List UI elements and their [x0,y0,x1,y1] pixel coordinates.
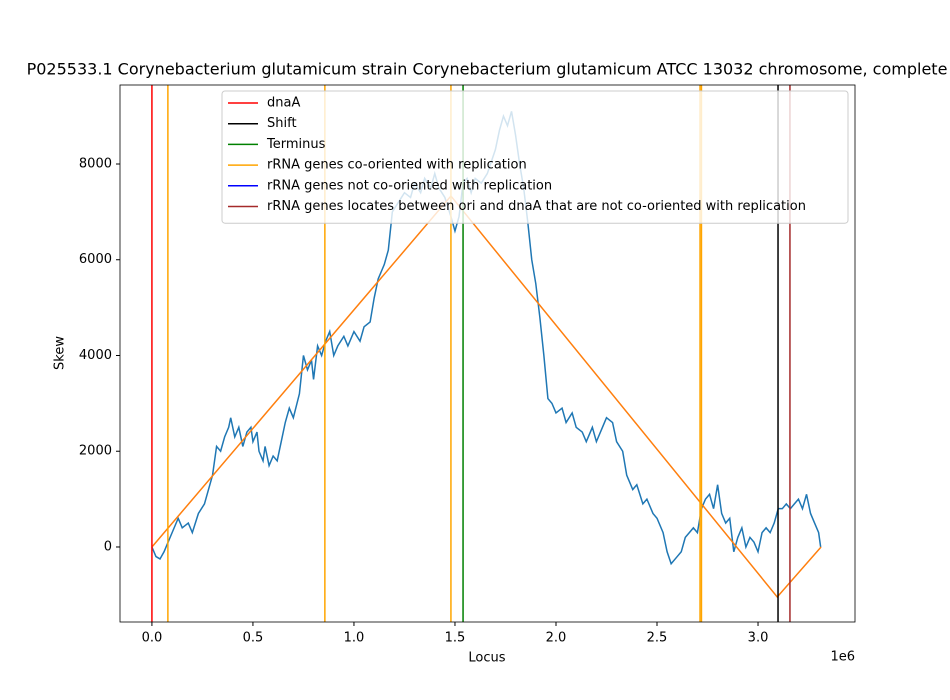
legend-label: Terminus [266,137,326,152]
x-tick-label: 1.5 [445,631,466,646]
x-tick-label: 2.5 [647,631,668,646]
legend-box [221,90,849,224]
x-tick-label: 1.0 [344,631,365,646]
legend-label: Shift [267,116,297,131]
x-axis-label: Locus [468,651,505,666]
x-tick-label: 0.0 [142,631,163,646]
y-tick-label: 2000 [79,444,112,459]
y-tick-label: 0 [104,539,112,554]
legend-label: rRNA genes locates between ori and dnaA … [267,199,806,214]
chart-title: P025533.1 Corynebacterium glutamicum str… [27,60,948,79]
x-tick-label: 0.5 [243,631,264,646]
line-series [151,194,822,599]
y-tick-label: 4000 [79,348,112,363]
y-tick-label: 6000 [79,252,112,267]
x-tick-label: 3.0 [748,631,769,646]
legend-label: rRNA genes co-oriented with replication [267,158,527,173]
y-axis-label: Skew [53,336,68,370]
y-tick-label: 8000 [79,156,112,171]
plot-frame [119,84,856,623]
legend-label: rRNA genes not co-oriented with replicat… [267,178,552,193]
x-offset-label: 1e6 [830,650,855,665]
legend-label: dnaA [267,96,300,111]
x-tick-label: 2.0 [546,631,567,646]
